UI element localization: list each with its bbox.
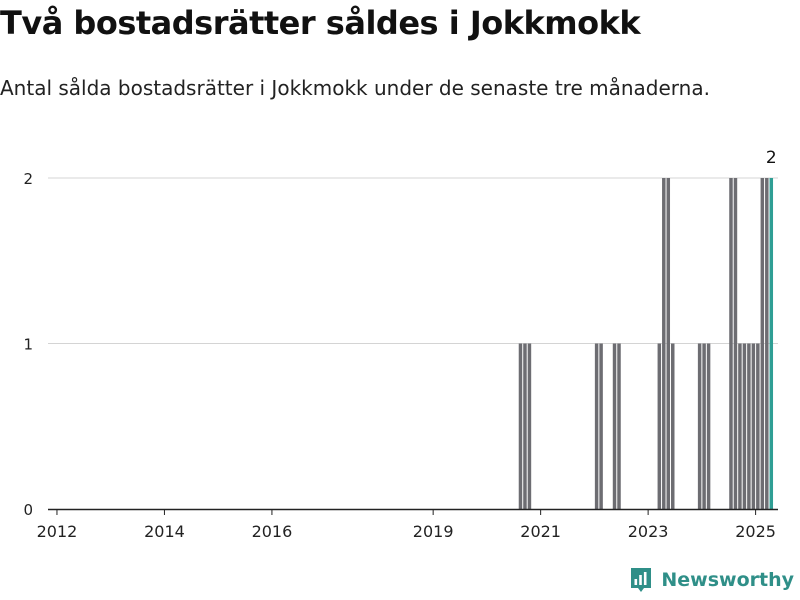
brand-name: Newsworthy [661,569,794,591]
chart-subtitle: Antal sålda bostadsrätter i Jokkmokk und… [0,76,710,100]
bar [756,343,760,509]
bar [697,343,702,509]
bar [751,343,756,509]
bar [738,343,742,509]
bar [765,178,769,509]
newsworthy-logo-icon [631,568,652,592]
bar [742,343,747,509]
x-tick-label: 2019 [413,522,454,541]
y-tick-label: 2 [23,170,33,188]
bar [747,343,751,509]
bar [527,343,532,509]
chart-title: Två bostadsrätter såldes i Jokkmokk [0,4,641,42]
highlight-value-label: 2 [766,148,777,168]
y-tick-label: 0 [23,501,33,519]
bar [671,343,675,509]
bar [617,343,621,509]
y-tick-label: 1 [23,336,33,354]
bar [599,343,603,509]
bar [666,178,671,509]
bar [662,178,666,509]
bar [657,343,662,509]
bar [706,343,711,509]
bar [594,343,599,509]
x-tick-label: 2014 [144,522,185,541]
bar [733,178,738,509]
x-tick-label: 2012 [37,522,78,541]
bar [760,178,765,509]
bar [523,343,527,509]
bar [702,343,706,509]
bar [729,178,733,509]
x-tick-label: 2025 [735,522,776,541]
bar [612,343,617,509]
highlight-bar [769,178,774,509]
x-tick-label: 2023 [628,522,669,541]
x-tick-label: 2021 [520,522,561,541]
newsworthy-brand: Newsworthy [629,566,794,594]
x-tick-label: 2016 [252,522,293,541]
bar [518,343,523,509]
